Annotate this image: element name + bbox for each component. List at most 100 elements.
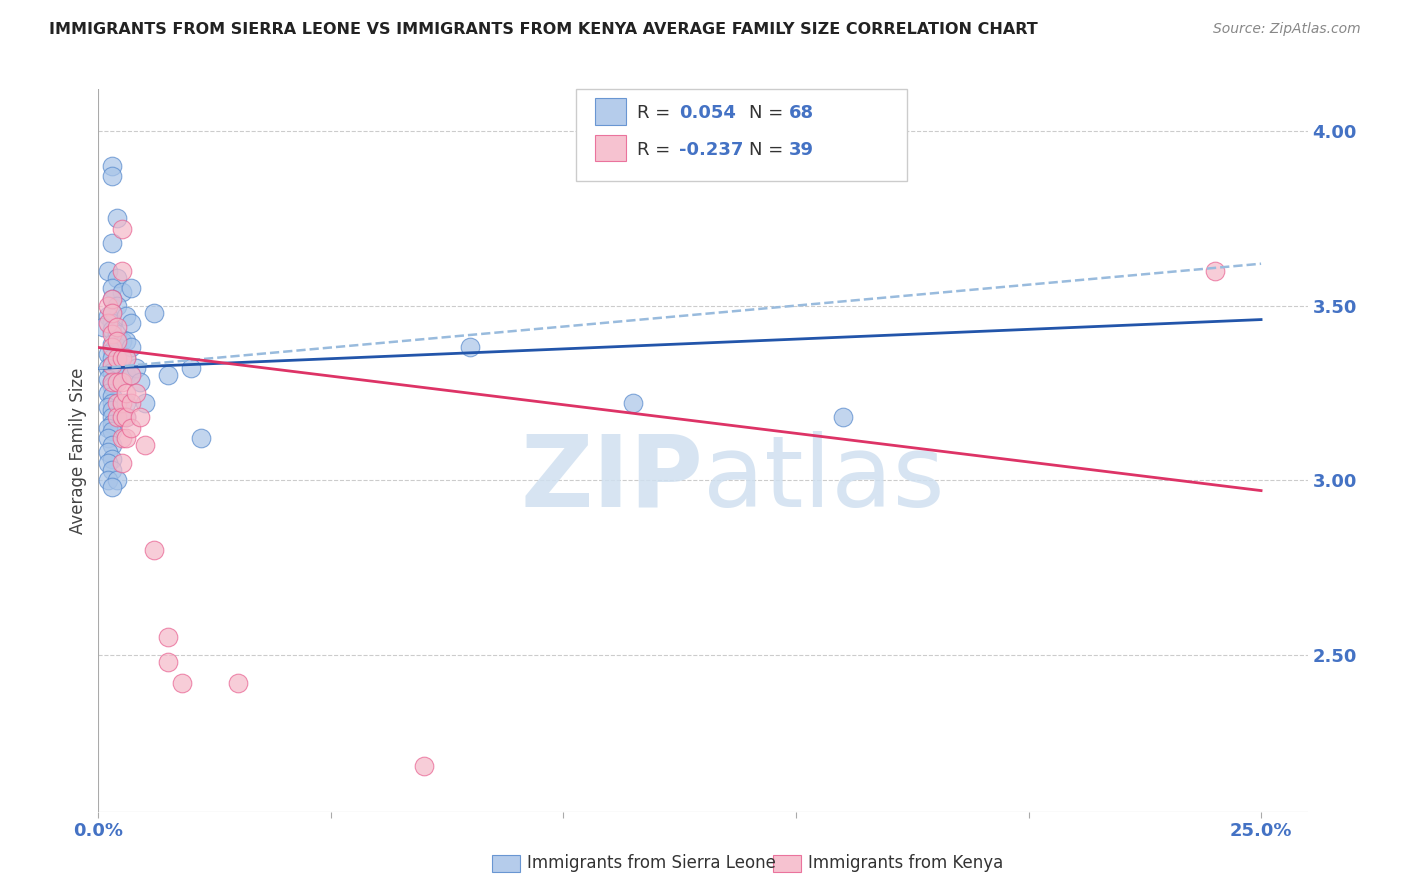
Point — [105, 354, 128, 368]
Point — [101, 438, 124, 452]
Text: -0.237: -0.237 — [679, 141, 744, 159]
Point — [97, 400, 120, 414]
Point — [105, 473, 128, 487]
Point — [105, 270, 128, 285]
Point — [120, 316, 142, 330]
Point — [120, 396, 142, 410]
Point — [97, 385, 120, 400]
Text: atlas: atlas — [703, 431, 945, 528]
Point — [105, 396, 128, 410]
Point — [101, 305, 124, 319]
Point — [129, 376, 152, 390]
Point — [115, 351, 138, 365]
Point — [101, 292, 124, 306]
Point — [105, 299, 128, 313]
Point — [101, 358, 124, 372]
Point — [226, 675, 249, 690]
Point — [172, 675, 194, 690]
Point — [129, 410, 152, 425]
Text: 68: 68 — [789, 104, 814, 122]
Point — [115, 410, 138, 425]
Point — [621, 396, 644, 410]
Point — [143, 305, 166, 319]
Point — [120, 368, 142, 383]
Text: ZIP: ZIP — [520, 431, 703, 528]
Y-axis label: Average Family Size: Average Family Size — [69, 368, 87, 533]
Point — [105, 319, 128, 334]
Point — [101, 326, 124, 341]
Point — [105, 211, 128, 226]
Point — [97, 372, 120, 386]
Point — [115, 396, 138, 410]
Point — [124, 361, 146, 376]
Point — [101, 389, 124, 403]
Text: R =: R = — [637, 141, 676, 159]
Point — [124, 385, 146, 400]
Point — [101, 403, 124, 417]
Point — [97, 445, 120, 459]
Point — [115, 410, 138, 425]
Point — [101, 343, 124, 358]
Point — [105, 334, 128, 348]
Text: IMMIGRANTS FROM SIERRA LEONE VS IMMIGRANTS FROM KENYA AVERAGE FAMILY SIZE CORREL: IMMIGRANTS FROM SIERRA LEONE VS IMMIGRAN… — [49, 22, 1038, 37]
Point — [97, 473, 120, 487]
Point — [111, 431, 134, 445]
Point — [115, 334, 138, 348]
Point — [157, 368, 180, 383]
Point — [97, 316, 120, 330]
Text: Immigrants from Sierra Leone: Immigrants from Sierra Leone — [527, 855, 776, 872]
Text: Source: ZipAtlas.com: Source: ZipAtlas.com — [1213, 22, 1361, 37]
Point — [101, 292, 124, 306]
Point — [97, 361, 120, 376]
Point — [120, 281, 142, 295]
Point — [1204, 263, 1226, 277]
Point — [413, 759, 436, 773]
Point — [101, 305, 124, 319]
Point — [105, 326, 128, 341]
Point — [115, 368, 138, 383]
Point — [101, 376, 124, 390]
Point — [115, 309, 138, 323]
Point — [111, 396, 134, 410]
Point — [101, 159, 124, 173]
Point — [101, 281, 124, 295]
Point — [101, 379, 124, 393]
Point — [120, 368, 142, 383]
Point — [831, 410, 853, 425]
Point — [101, 480, 124, 494]
Point — [101, 410, 124, 425]
Point — [101, 376, 124, 390]
Text: N =: N = — [749, 104, 789, 122]
Point — [111, 285, 134, 299]
Point — [101, 316, 124, 330]
Point — [101, 235, 124, 250]
Point — [105, 351, 128, 365]
Point — [97, 347, 120, 361]
Point — [120, 341, 142, 355]
Point — [105, 376, 128, 390]
Point — [101, 463, 124, 477]
Point — [101, 424, 124, 438]
Point — [101, 452, 124, 467]
Point — [190, 431, 212, 445]
Point — [101, 351, 124, 365]
Point — [157, 630, 180, 644]
Point — [111, 376, 134, 390]
Point — [91, 319, 114, 334]
Point — [101, 169, 124, 184]
Point — [101, 365, 124, 379]
Point — [143, 543, 166, 558]
Point — [111, 222, 134, 236]
Point — [105, 341, 128, 355]
Point — [101, 341, 124, 355]
Point — [115, 385, 138, 400]
Point — [111, 410, 134, 425]
Point — [101, 358, 124, 372]
Point — [134, 396, 156, 410]
Point — [460, 341, 482, 355]
Point — [97, 431, 120, 445]
Point — [134, 438, 156, 452]
Point — [101, 323, 124, 337]
Point — [111, 263, 134, 277]
Point — [97, 421, 120, 435]
